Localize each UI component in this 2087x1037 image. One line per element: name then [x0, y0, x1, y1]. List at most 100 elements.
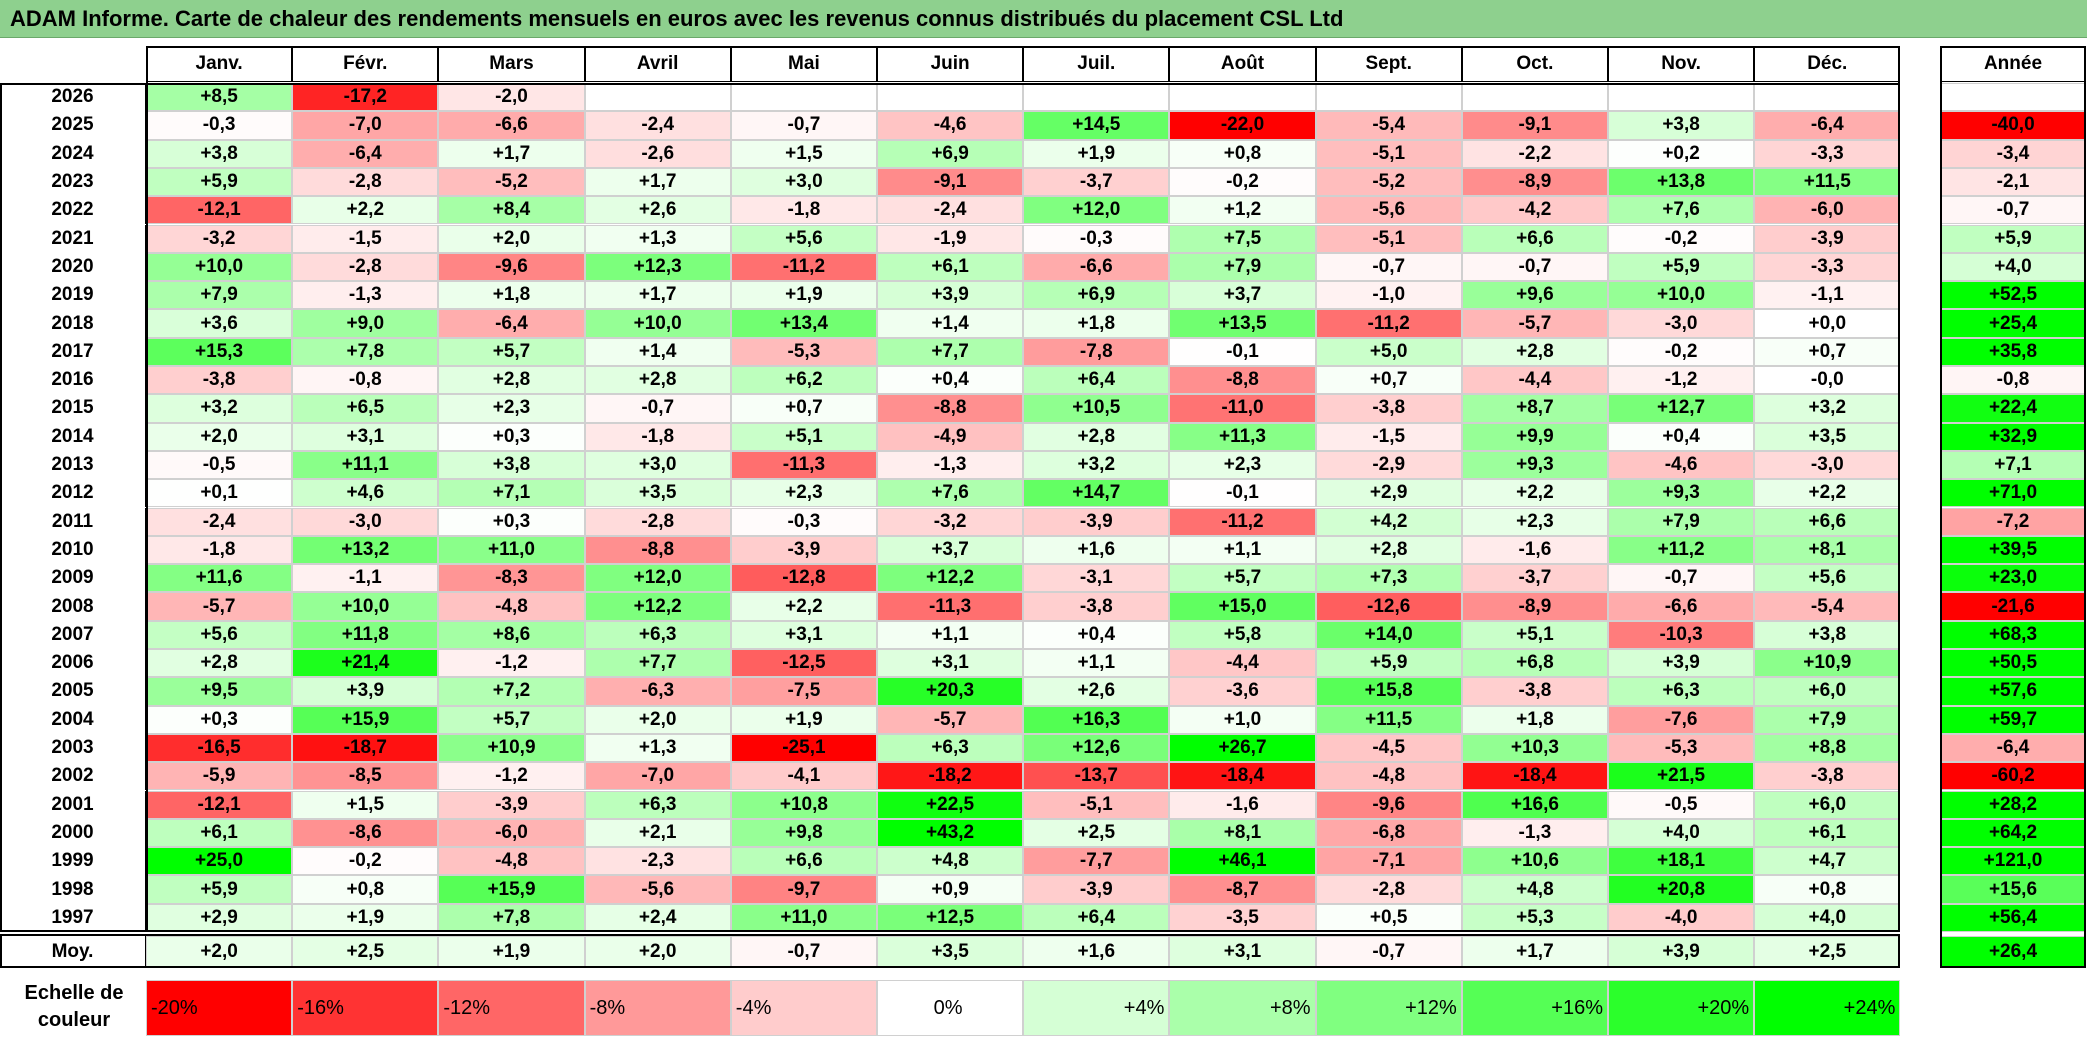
heatmap-cell: -6,6	[438, 111, 585, 140]
heatmap-cell: +9,3	[1608, 479, 1755, 508]
heatmap-cell: -18,4	[1461, 762, 1608, 791]
heatmap-cell: +1,4	[877, 309, 1024, 338]
average-cell: +3,9	[1608, 936, 1755, 968]
heatmap-cell: +2,8	[584, 366, 731, 395]
heatmap-cell: +6,9	[1023, 281, 1170, 310]
heatmap-cell: +1,4	[584, 337, 731, 366]
heatmap-cell: -4,2	[1461, 196, 1608, 225]
heatmap-cell: +2,3	[730, 479, 877, 508]
heatmap-cell: +7,9	[146, 281, 293, 310]
heatmap-cell: +7,9	[1608, 507, 1755, 536]
heatmap-cell: +2,2	[730, 592, 877, 621]
heatmap-cell: -8,9	[1461, 592, 1608, 621]
heatmap-cell: +6,6	[1461, 224, 1608, 253]
heatmap-cell: -0,2	[1608, 337, 1755, 366]
annual-cell: +57,6	[1940, 677, 2086, 706]
heatmap-cell: +2,8	[1315, 535, 1462, 565]
heatmap-cell: -4,0	[1608, 903, 1755, 932]
heatmap-cell: -5,1	[1023, 790, 1170, 819]
heatmap-cell: -3,8	[1023, 592, 1170, 621]
heatmap-cell: +3,9	[877, 281, 1024, 310]
color-scale-step: +8%	[1169, 980, 1316, 1036]
annual-cell: +59,7	[1940, 705, 2086, 734]
heatmap-cell: -2,4	[146, 507, 293, 536]
heatmap-cell: +5,9	[146, 875, 293, 904]
heatmap-cell: -18,4	[1169, 762, 1316, 791]
heatmap-cell: -0,7	[1461, 252, 1608, 282]
heatmap-cell: +12,2	[584, 592, 731, 621]
heatmap-cell: -3,9	[438, 790, 585, 819]
heatmap-cell: +3,2	[146, 394, 293, 423]
heatmap-cell: +7,8	[292, 337, 439, 366]
color-scale-step: -4%	[730, 980, 877, 1036]
heatmap-cell: +1,9	[1023, 139, 1170, 168]
annual-cell: +5,9	[1940, 224, 2086, 253]
row-year-label: 2017	[0, 337, 146, 366]
heatmap-cell: -5,4	[1754, 592, 1901, 621]
heatmap-cell: -3,2	[146, 224, 293, 253]
heatmap-cell: +4,8	[1461, 875, 1608, 904]
annual-cell: -21,6	[1940, 592, 2086, 621]
heatmap-cell: +10,9	[1754, 649, 1901, 678]
heatmap-cell: -3,8	[1461, 677, 1608, 706]
heatmap-cell: +3,8	[438, 450, 585, 480]
heatmap-cell: -17,2	[292, 83, 439, 112]
heatmap-cell: +0,4	[1608, 422, 1755, 451]
heatmap-cell: -4,6	[1608, 450, 1755, 480]
heatmap-cell: -2,9	[1315, 450, 1462, 480]
month-header: Mai	[730, 46, 877, 82]
heatmap-cell: +3,7	[877, 535, 1024, 565]
heatmap-cell: -18,2	[877, 762, 1024, 791]
average-cell: +3,1	[1169, 936, 1316, 968]
heatmap-cell: +43,2	[877, 818, 1024, 848]
heatmap-cell: -7,7	[1023, 847, 1170, 876]
heatmap-cell: +9,3	[1461, 450, 1608, 480]
heatmap-cell: +9,9	[1461, 422, 1608, 451]
month-header: Déc.	[1754, 46, 1901, 82]
heatmap-cell: +5,8	[1169, 620, 1316, 649]
heatmap-cell: -11,2	[730, 252, 877, 282]
heatmap-cell: +3,8	[146, 139, 293, 168]
heatmap-cell: -4,4	[1461, 366, 1608, 395]
heatmap-cell: -2,6	[584, 139, 731, 168]
annual-cell: -7,2	[1940, 507, 2086, 536]
heatmap-cell: +11,6	[146, 564, 293, 593]
heatmap-cell: +5,9	[1608, 252, 1755, 282]
heatmap-cell: +6,1	[877, 252, 1024, 282]
heatmap-cell: +10,0	[1608, 281, 1755, 310]
heatmap-cell: +9,8	[730, 818, 877, 848]
heatmap-cell: +13,2	[292, 535, 439, 565]
heatmap-cell: +2,2	[292, 196, 439, 225]
annual-cell: +52,5	[1940, 281, 2086, 310]
heatmap-cell: +5,7	[438, 337, 585, 366]
heatmap-cell: -7,5	[730, 677, 877, 706]
heatmap-cell: +4,0	[1608, 818, 1755, 848]
heatmap-cell: +5,1	[1461, 620, 1608, 649]
heatmap-cell: -3,3	[1754, 252, 1901, 282]
heatmap-cell: +8,8	[1754, 733, 1901, 763]
heatmap-cell: +3,7	[1169, 281, 1316, 310]
row-year-label: 2008	[0, 592, 146, 621]
heatmap-cell: -1,8	[146, 535, 293, 565]
average-cell: +1,7	[1461, 936, 1608, 968]
heatmap-cell: -2,4	[877, 196, 1024, 225]
row-year-label: 2013	[0, 450, 146, 480]
heatmap-cell: -0,2	[292, 847, 439, 876]
month-header: Avril	[584, 46, 731, 82]
color-scale-step: +24%	[1754, 980, 1901, 1036]
heatmap-cell: +1,1	[1169, 535, 1316, 565]
heatmap-cell: +6,4	[1023, 366, 1170, 395]
heatmap-cell: +22,5	[877, 790, 1024, 819]
row-year-label: 2012	[0, 479, 146, 508]
heatmap-cell: -5,2	[1315, 167, 1462, 197]
heatmap-cell: -7,0	[292, 111, 439, 140]
heatmap-cell: -0,7	[1315, 252, 1462, 282]
row-year-label: 2026	[0, 83, 146, 112]
heatmap-cell: +6,2	[730, 366, 877, 395]
heatmap-cell: +3,2	[1023, 450, 1170, 480]
heatmap-cell: +15,3	[146, 337, 293, 366]
heatmap-cell: +6,6	[730, 847, 877, 876]
heatmap-cell: +4,6	[292, 479, 439, 508]
heatmap-cell: -2,2	[1461, 139, 1608, 168]
heatmap-cell: -0,7	[730, 111, 877, 140]
